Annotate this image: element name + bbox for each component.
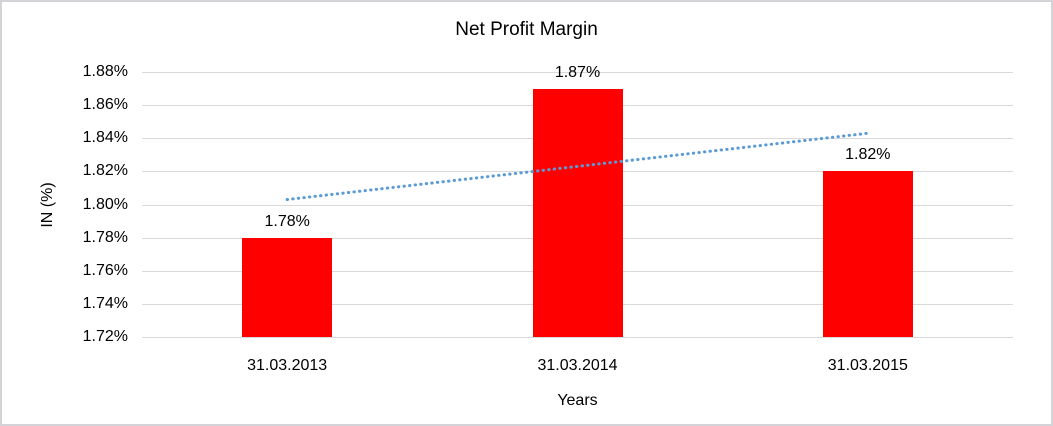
y-tick-label: 1.82% — [82, 162, 128, 180]
x-tick-label: 31.03.2014 — [537, 357, 618, 374]
x-tick-label: 31.03.2015 — [827, 357, 908, 374]
bar-value-label: 1.82% — [845, 146, 891, 164]
y-tick-label: 1.84% — [82, 129, 128, 147]
y-tick-label: 1.72% — [82, 328, 128, 345]
bar — [822, 171, 913, 337]
bar — [242, 237, 333, 337]
y-tick-label: 1.80% — [82, 195, 128, 213]
y-tick-label: 1.76% — [82, 261, 128, 279]
x-tick-label: 31.03.2013 — [247, 357, 328, 374]
y-tick-label: 1.88% — [82, 63, 128, 80]
bar — [532, 88, 623, 337]
x-axis-title: Years — [557, 392, 598, 409]
y-tick-label: 1.78% — [82, 228, 128, 246]
y-tick-label: 1.86% — [82, 96, 128, 114]
bar-value-label: 1.87% — [554, 63, 601, 81]
gridline — [142, 337, 1013, 338]
chart-title: Net Profit Margin — [455, 19, 598, 40]
y-tick-label: 1.74% — [82, 294, 128, 312]
bar-value-label: 1.78% — [264, 212, 310, 230]
plot-area: 1.78% 1.87% 1.82% — [142, 64, 1013, 338]
gridline — [142, 72, 1013, 73]
